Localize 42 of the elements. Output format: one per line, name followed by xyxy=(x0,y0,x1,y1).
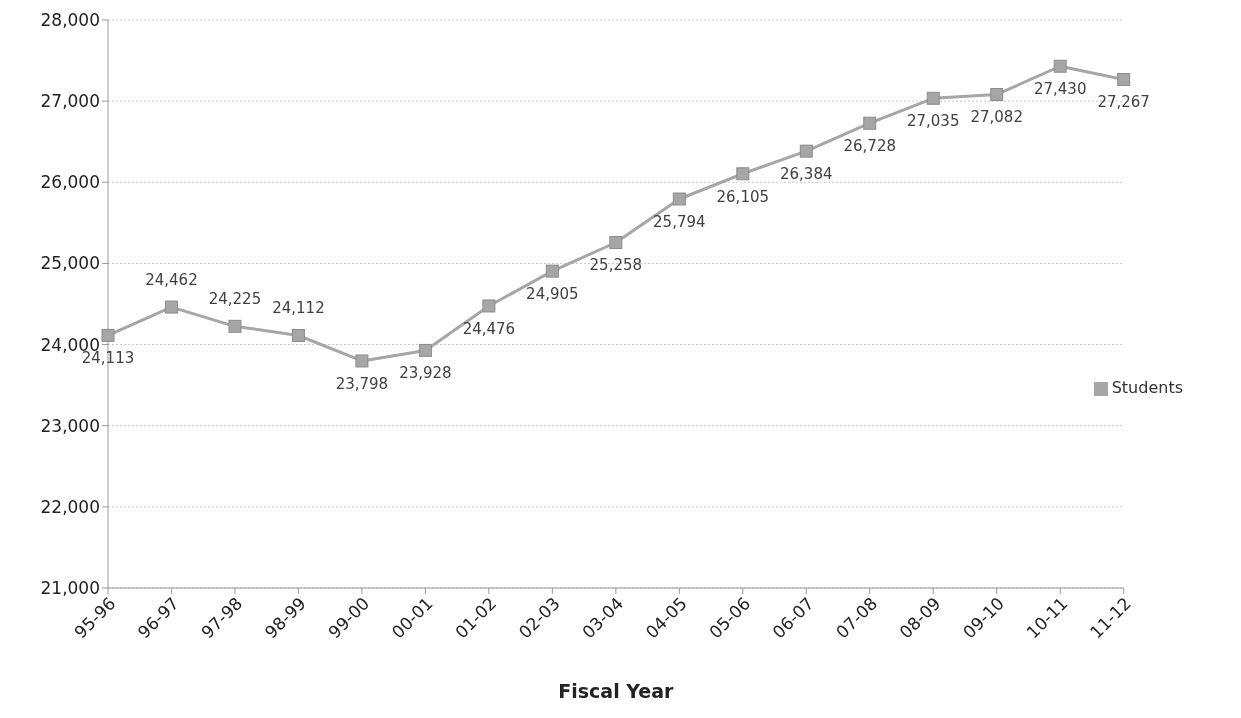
x-axis-title: Fiscal Year xyxy=(558,680,675,702)
data-label: 26,105 xyxy=(716,187,770,206)
point xyxy=(1117,72,1131,86)
data-label: 23,798 xyxy=(335,374,389,393)
point xyxy=(164,300,178,314)
data-label: 25,258 xyxy=(589,256,643,275)
point xyxy=(1053,59,1067,73)
data-label: 27,430 xyxy=(1033,80,1087,99)
y-tick-label: 26,000 xyxy=(40,172,100,193)
data-label: 27,082 xyxy=(970,108,1023,127)
data-label: 24,905 xyxy=(526,285,579,304)
y-tick-label: 23,000 xyxy=(40,415,100,436)
y-tick-label: 27,000 xyxy=(40,91,100,112)
point xyxy=(799,144,813,158)
point xyxy=(418,343,432,357)
point xyxy=(355,354,369,368)
data-label: 24,112 xyxy=(272,299,325,318)
data-label: 24,225 xyxy=(208,290,262,309)
y-tick-label: 21,000 xyxy=(40,578,100,599)
legend-label: Students xyxy=(1111,378,1183,397)
point xyxy=(482,299,496,313)
data-label: 25,794 xyxy=(653,213,706,231)
point xyxy=(291,328,305,342)
point xyxy=(926,91,940,105)
y-tick-label: 25,000 xyxy=(40,253,100,274)
point xyxy=(990,87,1004,101)
point xyxy=(863,116,877,130)
y-tick-label: 22,000 xyxy=(40,496,100,517)
point xyxy=(609,235,623,249)
point xyxy=(228,319,242,333)
data-label: 26,728 xyxy=(843,137,896,156)
data-label: 27,035 xyxy=(906,112,960,131)
data-label: 24,462 xyxy=(145,271,198,290)
data-label: 24,476 xyxy=(462,319,516,338)
data-label: 23,928 xyxy=(399,364,452,383)
data-label: 27,267 xyxy=(1097,93,1150,112)
point xyxy=(545,264,559,278)
point xyxy=(736,167,750,181)
data-label: 26,384 xyxy=(780,165,833,184)
point xyxy=(672,192,686,206)
y-tick-label: 28,000 xyxy=(40,10,100,31)
point xyxy=(101,328,115,342)
